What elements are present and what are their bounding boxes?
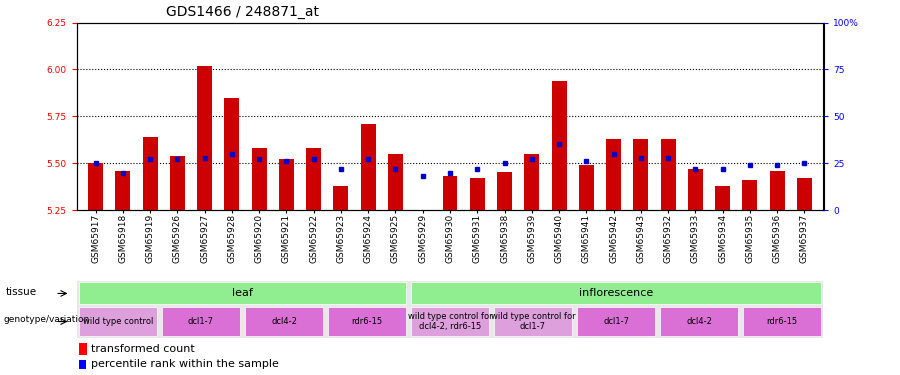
Bar bbox=[224, 98, 239, 210]
Bar bbox=[88, 163, 104, 210]
Bar bbox=[306, 148, 321, 210]
Bar bbox=[443, 176, 457, 210]
Bar bbox=[525, 154, 539, 210]
Text: dcl4-2: dcl4-2 bbox=[686, 317, 712, 326]
Text: inflorescence: inflorescence bbox=[579, 288, 653, 298]
Bar bbox=[142, 137, 157, 210]
Bar bbox=[334, 186, 348, 210]
Bar bbox=[606, 139, 621, 210]
Bar bbox=[411, 282, 821, 304]
Bar bbox=[552, 81, 566, 210]
Text: dcl1-7: dcl1-7 bbox=[603, 317, 629, 326]
Bar bbox=[577, 307, 654, 336]
Bar bbox=[497, 172, 512, 210]
Bar bbox=[361, 124, 375, 210]
Bar bbox=[494, 307, 572, 336]
Bar bbox=[661, 139, 676, 210]
Bar bbox=[79, 282, 406, 304]
Text: rdr6-15: rdr6-15 bbox=[767, 317, 797, 326]
Bar bbox=[78, 360, 86, 369]
Bar bbox=[279, 159, 294, 210]
Bar bbox=[716, 186, 730, 210]
Bar bbox=[470, 178, 485, 210]
Bar bbox=[246, 307, 323, 336]
Bar bbox=[661, 307, 738, 336]
Text: tissue: tissue bbox=[6, 287, 37, 297]
Text: dcl4-2: dcl4-2 bbox=[271, 317, 297, 326]
Text: dcl1-7: dcl1-7 bbox=[188, 317, 214, 326]
Text: percentile rank within the sample: percentile rank within the sample bbox=[91, 359, 279, 369]
Bar bbox=[579, 165, 594, 210]
Bar bbox=[796, 178, 812, 210]
Text: rdr6-15: rdr6-15 bbox=[351, 317, 382, 326]
Bar bbox=[688, 169, 703, 210]
Bar bbox=[252, 148, 266, 210]
Bar bbox=[411, 307, 489, 336]
Bar bbox=[770, 171, 785, 210]
Text: leaf: leaf bbox=[232, 288, 253, 298]
Bar bbox=[197, 66, 212, 210]
Bar bbox=[328, 307, 406, 336]
Bar bbox=[742, 180, 758, 210]
Text: GDS1466 / 248871_at: GDS1466 / 248871_at bbox=[166, 5, 320, 19]
Text: wild type control for
dcl4-2, rdr6-15: wild type control for dcl4-2, rdr6-15 bbox=[408, 312, 492, 331]
Bar bbox=[115, 171, 130, 210]
Text: wild type control: wild type control bbox=[83, 317, 153, 326]
Bar bbox=[78, 343, 87, 355]
Bar bbox=[79, 307, 157, 336]
Bar bbox=[162, 307, 239, 336]
Bar bbox=[170, 156, 184, 210]
Bar bbox=[634, 139, 648, 210]
Bar bbox=[388, 154, 403, 210]
Bar bbox=[743, 307, 821, 336]
Text: wild type control for
dcl1-7: wild type control for dcl1-7 bbox=[491, 312, 575, 331]
Text: transformed count: transformed count bbox=[91, 344, 194, 354]
Text: genotype/variation: genotype/variation bbox=[4, 315, 90, 324]
